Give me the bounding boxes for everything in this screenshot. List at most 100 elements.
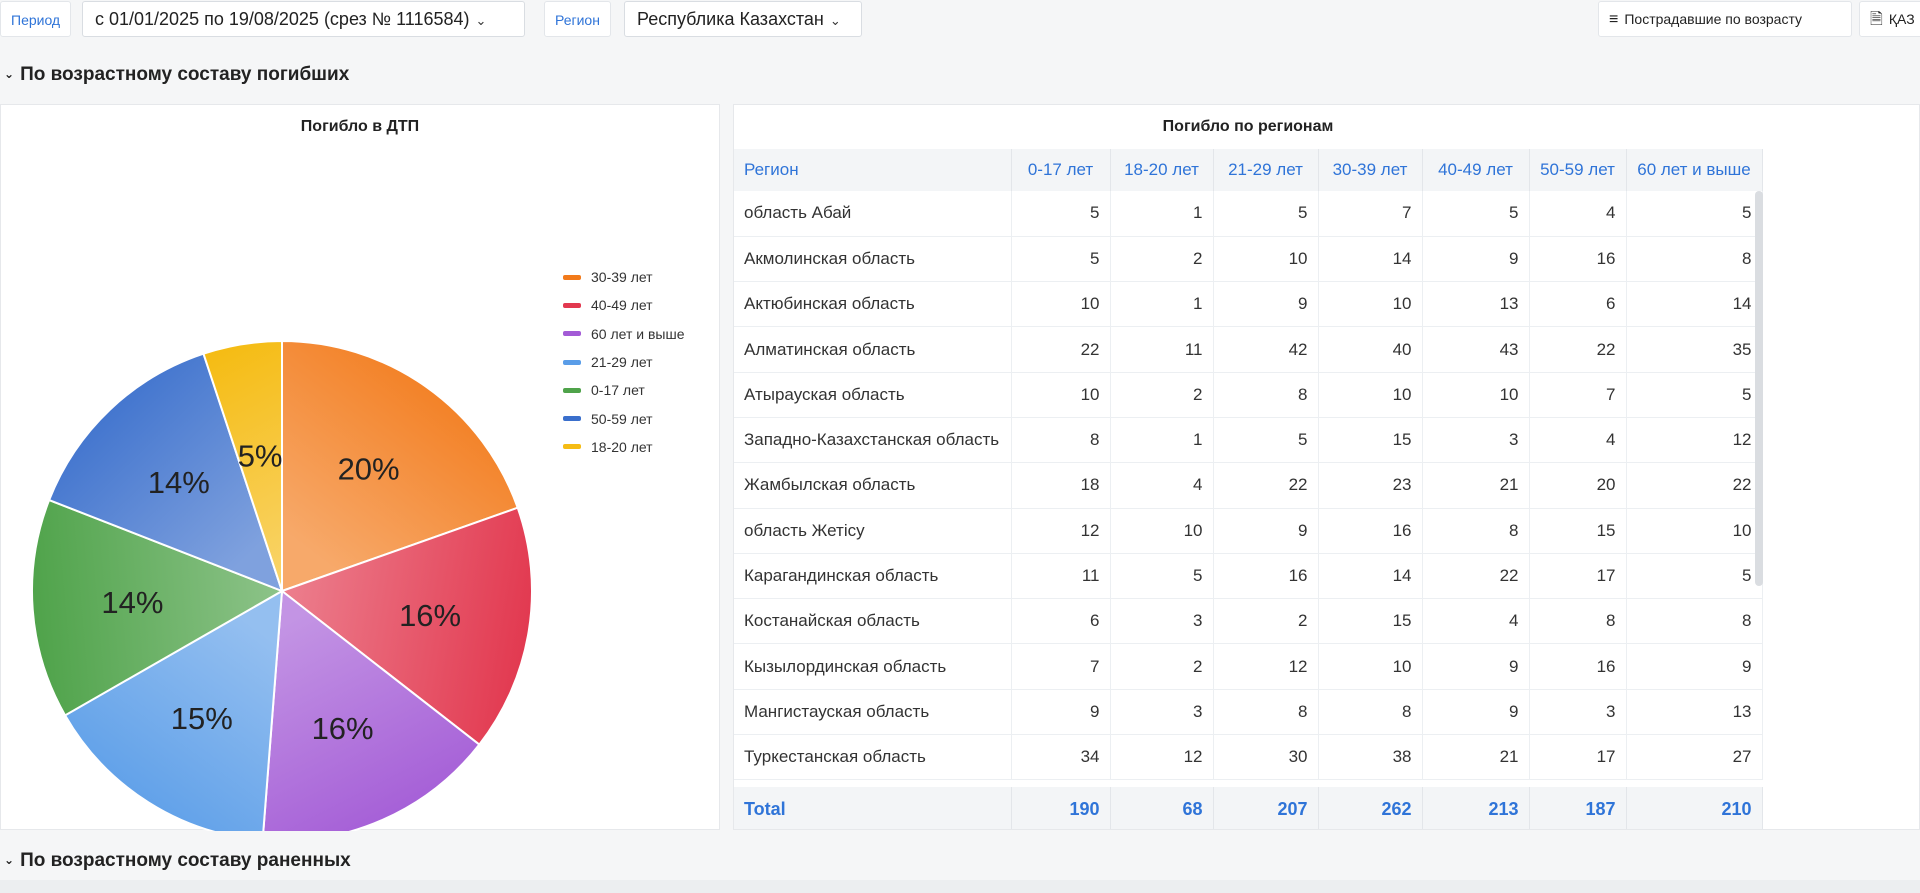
value-cell: 8 bbox=[1422, 508, 1530, 554]
table-row[interactable]: Жамбылская область 18 4 22 23 21 20 22 bbox=[734, 462, 1763, 509]
value-cell: 9 bbox=[1011, 689, 1111, 736]
period-label: Период bbox=[0, 1, 72, 37]
table-row[interactable]: Актюбинская область 10 1 9 10 13 6 14 bbox=[734, 281, 1763, 328]
table-row[interactable]: Туркестанская область 34 12 30 38 21 17 27 bbox=[734, 734, 1763, 781]
section-injured-title: По возрастному составу раненных bbox=[20, 850, 351, 871]
value-cell: 3 bbox=[1422, 417, 1530, 464]
pie-slice[interactable] bbox=[31, 498, 285, 717]
column-header[interactable]: Регион bbox=[734, 149, 1012, 191]
region-cell: Алматинская область bbox=[734, 326, 1012, 373]
value-cell: 7 bbox=[1529, 372, 1627, 418]
value-cell: 43 bbox=[1422, 326, 1530, 373]
value-cell: 4 bbox=[1529, 191, 1627, 237]
menu-icon: ≡ bbox=[1609, 11, 1619, 28]
value-cell: 6 bbox=[1529, 281, 1627, 328]
value-cell: 21 bbox=[1422, 462, 1530, 509]
region-cell: Актюбинская область bbox=[734, 281, 1012, 328]
legend-swatch bbox=[563, 274, 581, 280]
pie-slice-label: 16% bbox=[312, 711, 374, 746]
value-cell: 5 bbox=[1213, 417, 1319, 464]
table-row[interactable]: Атырауская область 10 2 8 10 10 7 5 bbox=[734, 372, 1763, 418]
value-cell: 9 bbox=[1213, 508, 1319, 554]
region-select[interactable]: Республика Казахстан ⌄ bbox=[624, 1, 862, 37]
table-title: Погибло по регионам bbox=[1162, 118, 1334, 135]
chevron-down-icon: ⌄ bbox=[4, 67, 15, 81]
legend-swatch bbox=[563, 416, 581, 422]
legend-item[interactable]: 0-17 лет bbox=[563, 376, 684, 404]
pie-slice[interactable] bbox=[202, 339, 283, 592]
table-row[interactable]: область Абай 5 1 5 7 5 4 5 bbox=[734, 191, 1763, 237]
value-cell: 10 bbox=[1011, 372, 1111, 418]
value-cell: 9 bbox=[1626, 643, 1763, 690]
table-row[interactable]: Алматинская область 22 11 42 40 43 22 35 bbox=[734, 326, 1763, 373]
section-deaths-header[interactable]: ⌄ По возрастному составу погибших bbox=[4, 64, 349, 86]
legend-item[interactable]: 21-29 лет bbox=[563, 348, 684, 376]
value-cell: 8 bbox=[1626, 598, 1763, 645]
pie-chart: 20% 16% 16% 15% 14% 14% 5% bbox=[31, 339, 533, 831]
chevron-down-icon: ⌄ bbox=[4, 853, 15, 867]
value-cell: 10 bbox=[1422, 372, 1530, 418]
total-value: 190 bbox=[1011, 787, 1111, 829]
pie-slice-label: 15% bbox=[171, 701, 233, 736]
value-cell: 8 bbox=[1318, 689, 1423, 736]
value-cell: 5 bbox=[1422, 191, 1530, 237]
value-cell: 4 bbox=[1110, 462, 1214, 509]
pie-slice-label: 5% bbox=[238, 438, 283, 473]
column-header[interactable]: 30-39 лет bbox=[1318, 149, 1423, 191]
table-row[interactable]: Мангистауская область 9 3 8 8 9 3 13 bbox=[734, 689, 1763, 736]
value-cell: 13 bbox=[1422, 281, 1530, 328]
legend-item[interactable]: 18-20 лет bbox=[563, 433, 684, 461]
column-header[interactable]: 21-29 лет bbox=[1213, 149, 1319, 191]
legend-label: 40-49 лет bbox=[591, 297, 653, 314]
column-header[interactable]: 40-49 лет bbox=[1422, 149, 1530, 191]
table-row[interactable]: Акмолинская область 5 2 10 14 9 16 8 bbox=[734, 236, 1763, 283]
period-select[interactable]: с 01/01/2025 по 19/08/2025 (срез № 11165… bbox=[82, 1, 525, 37]
total-value: 68 bbox=[1110, 787, 1214, 829]
pie-slice[interactable] bbox=[63, 589, 284, 831]
legend-item[interactable]: 30-39 лет bbox=[563, 263, 684, 291]
region-cell: область Жетісу bbox=[734, 508, 1012, 554]
value-cell: 1 bbox=[1110, 417, 1214, 464]
table-row[interactable]: Западно-Казахстанская область 8 1 5 15 3 4 12 bbox=[734, 417, 1763, 464]
column-header[interactable]: 0-17 лет bbox=[1011, 149, 1111, 191]
region-cell: Жамбылская область bbox=[734, 462, 1012, 509]
legend-label: 21-29 лет bbox=[591, 354, 653, 371]
table-row[interactable]: Костанайская область 6 3 2 15 4 8 8 bbox=[734, 598, 1763, 645]
kaz-language-button[interactable]: 🗎 ҚАЗ bbox=[1859, 1, 1920, 37]
region-cell: Атырауская область bbox=[734, 372, 1012, 418]
value-cell: 8 bbox=[1213, 372, 1319, 418]
value-cell: 22 bbox=[1422, 553, 1530, 600]
column-header[interactable]: 60 лет и выше bbox=[1626, 149, 1763, 191]
pie-slice[interactable] bbox=[262, 589, 481, 831]
legend-item[interactable]: 40-49 лет bbox=[563, 291, 684, 319]
age-victims-button[interactable]: ≡ Пострадавшие по возрасту bbox=[1598, 1, 1852, 37]
total-label: Total bbox=[734, 787, 1012, 829]
value-cell: 12 bbox=[1110, 734, 1214, 781]
legend-item[interactable]: 50-59 лет bbox=[563, 404, 684, 432]
table-row[interactable]: область Жетісу 12 10 9 16 8 15 10 bbox=[734, 508, 1763, 554]
pie-slice[interactable] bbox=[47, 352, 284, 593]
value-cell: 14 bbox=[1626, 281, 1763, 328]
table-scrollbar[interactable] bbox=[1755, 191, 1763, 586]
value-cell: 2 bbox=[1110, 372, 1214, 418]
value-cell: 14 bbox=[1318, 236, 1423, 283]
total-value: 262 bbox=[1318, 787, 1423, 829]
value-cell: 27 bbox=[1626, 734, 1763, 781]
section-injured-header[interactable]: ⌄ По возрастному составу раненных bbox=[4, 850, 351, 872]
value-cell: 22 bbox=[1626, 462, 1763, 509]
document-icon: 🗎 bbox=[1870, 11, 1883, 28]
value-cell: 22 bbox=[1213, 462, 1319, 509]
column-header[interactable]: 18-20 лет bbox=[1110, 149, 1214, 191]
column-header[interactable]: 50-59 лет bbox=[1529, 149, 1627, 191]
table-row[interactable]: Карагандинская область 11 5 16 14 22 17 5 bbox=[734, 553, 1763, 600]
pie-slice[interactable] bbox=[279, 506, 533, 746]
value-cell: 10 bbox=[1318, 643, 1423, 690]
table-row[interactable]: Кызылординская область 7 2 12 10 9 16 9 bbox=[734, 643, 1763, 690]
legend-label: 18-20 лет bbox=[591, 438, 653, 455]
legend-label: 60 лет и выше bbox=[591, 325, 685, 342]
legend-item[interactable]: 60 лет и выше bbox=[563, 320, 684, 348]
pie-slice-label: 14% bbox=[101, 585, 163, 620]
region-value: Республика Казахстан bbox=[637, 9, 824, 29]
value-cell: 2 bbox=[1110, 643, 1214, 690]
region-cell: Карагандинская область bbox=[734, 553, 1012, 600]
